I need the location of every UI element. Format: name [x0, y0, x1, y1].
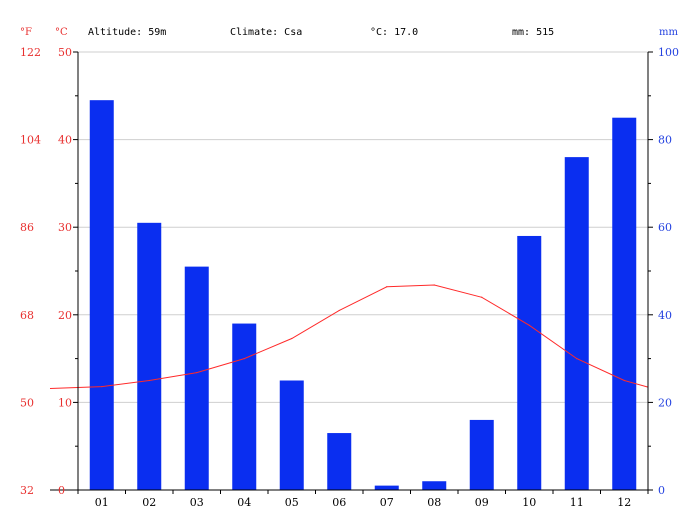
temperature-point-09: [481, 296, 483, 298]
temperature-point-05: [291, 337, 293, 340]
unit-f-label: °F: [20, 27, 32, 38]
month-label-05: 05: [285, 496, 299, 509]
temperature-point-02: [148, 379, 150, 382]
month-label-06: 06: [332, 496, 346, 509]
unit-c-label: °C: [55, 27, 68, 38]
bar-02: [137, 222, 162, 490]
month-label-07: 07: [380, 496, 394, 509]
bar-07: [374, 485, 399, 490]
axes-layer: [50, 51, 653, 494]
celsius-tick-label: 50: [58, 46, 72, 59]
month-label-02: 02: [142, 496, 156, 509]
fahrenheit-tick-label: 104: [20, 134, 41, 147]
bar-09: [469, 419, 494, 490]
climate-label: Climate: Csa: [230, 27, 302, 38]
celsius-tick-label: 20: [58, 309, 72, 322]
temperature-point-08: [433, 284, 435, 286]
celsius-tick-label: 40: [58, 134, 72, 147]
bar-08: [422, 481, 447, 490]
bar-04: [232, 323, 257, 490]
fahrenheit-tick-label: 32: [20, 484, 34, 497]
precip-tick-label: 40: [658, 309, 672, 322]
celsius-tick-label: 0: [58, 484, 65, 497]
temperature-point-11: [576, 358, 578, 360]
month-label-03: 03: [190, 496, 204, 509]
temperature-line: [49, 284, 649, 389]
precipitation-bars: [89, 100, 637, 491]
precip-tick-label: 60: [658, 221, 672, 234]
temperature-point-01: [101, 386, 103, 388]
precip-tick-label: 20: [658, 396, 672, 409]
bar-10: [517, 235, 542, 490]
total-precip-label: mm: 515: [512, 27, 554, 38]
temperature-point-10: [528, 324, 530, 326]
month-label-12: 12: [617, 496, 631, 509]
grid-layer: [78, 51, 648, 403]
unit-mm-label: mm: [659, 27, 678, 38]
month-label-10: 10: [522, 496, 536, 509]
bar-03: [184, 266, 209, 490]
temperature-point-04: [243, 358, 245, 360]
fahrenheit-tick-label: 86: [20, 221, 34, 234]
temperature-point-07: [386, 286, 388, 288]
month-label-01: 01: [95, 496, 109, 509]
temperature-point-06: [338, 309, 340, 312]
month-label-04: 04: [237, 496, 251, 509]
bar-01: [89, 100, 114, 491]
month-label-11: 11: [570, 496, 584, 509]
temperature-point-03: [196, 372, 198, 374]
bar-05: [279, 380, 304, 490]
month-label-08: 08: [427, 496, 441, 509]
celsius-tick-label: 30: [58, 221, 72, 234]
altitude-label: Altitude: 59m: [88, 27, 166, 38]
celsius-tick-label: 10: [58, 396, 72, 409]
bar-11: [564, 157, 589, 490]
fahrenheit-tick-label: 122: [20, 46, 41, 59]
temperature-line-layer: [49, 284, 649, 389]
fahrenheit-tick-label: 68: [20, 309, 34, 322]
precip-tick-label: 0: [658, 484, 665, 497]
bar-12: [612, 117, 637, 490]
avg-temp-label: °C: 17.0: [370, 27, 418, 38]
fahrenheit-tick-label: 50: [20, 396, 34, 409]
month-label-09: 09: [475, 496, 489, 509]
precip-tick-label: 100: [658, 46, 679, 59]
temperature-point-12: [623, 379, 625, 382]
bar-06: [327, 433, 352, 490]
precip-tick-label: 80: [658, 134, 672, 147]
